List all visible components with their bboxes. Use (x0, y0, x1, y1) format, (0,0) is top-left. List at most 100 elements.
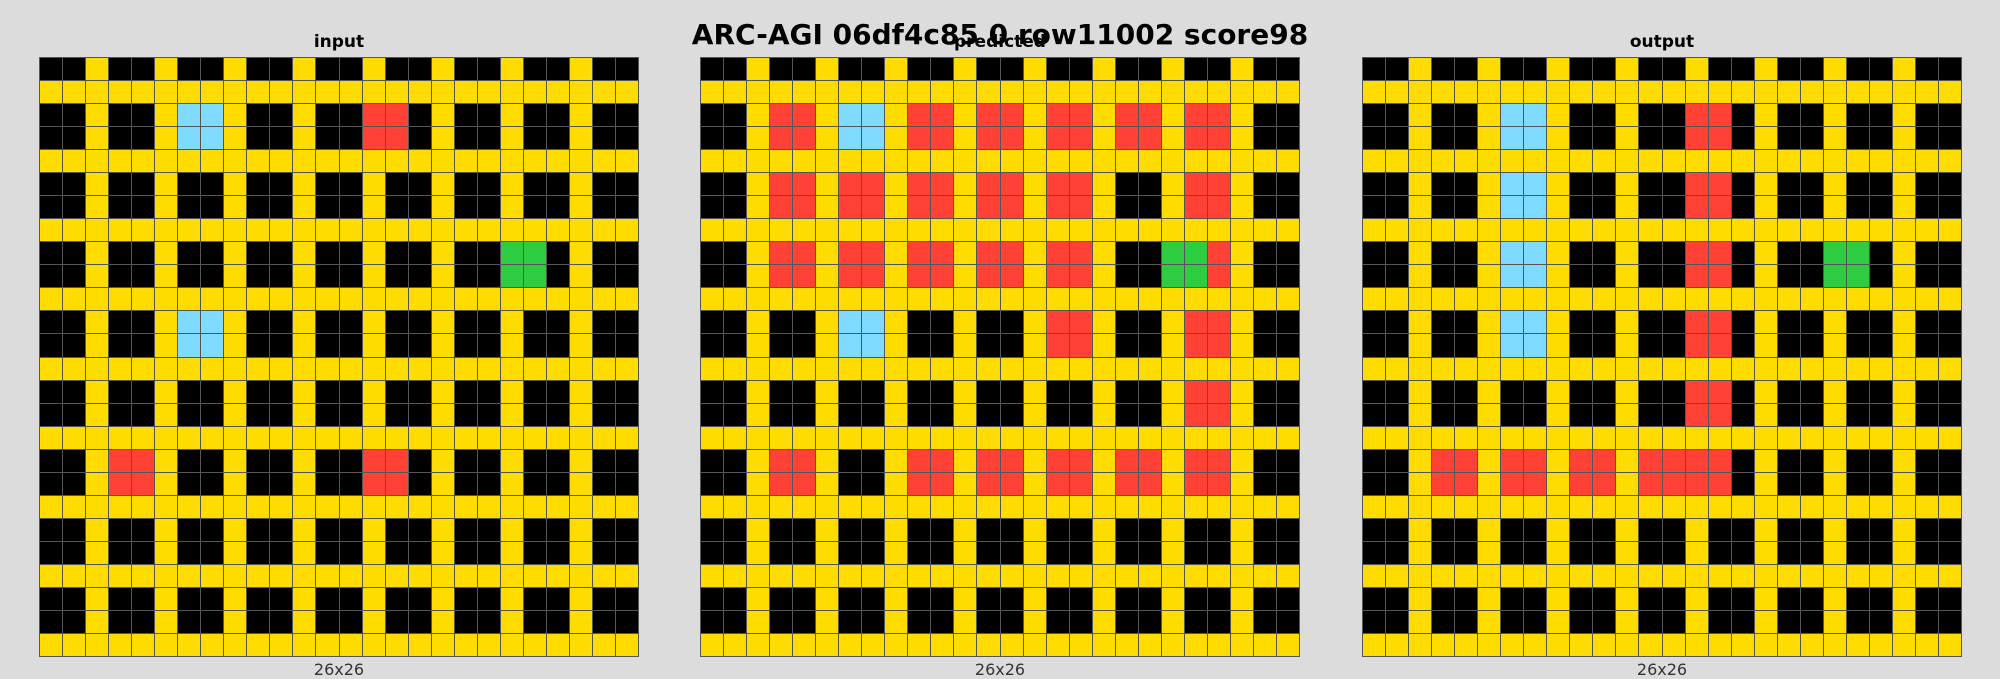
grid-cell (569, 564, 592, 587)
grid-cell (1731, 58, 1754, 81)
grid-cell (1138, 380, 1161, 403)
grid-cell (1069, 173, 1092, 196)
grid-cell (839, 334, 862, 357)
grid-cell (931, 127, 954, 150)
grid-cell (1708, 58, 1731, 81)
grid-cell (523, 288, 546, 311)
grid-cell (1253, 196, 1276, 219)
grid-cell (724, 403, 747, 426)
grid-cell (293, 610, 316, 633)
grid-cell (724, 104, 747, 127)
grid-cell (724, 334, 747, 357)
grid-cell (747, 265, 770, 288)
grid-cell (270, 449, 293, 472)
grid-cell (1685, 426, 1708, 449)
grid-cell (86, 426, 109, 449)
grid-cell (178, 357, 201, 380)
grid-cell (546, 449, 569, 472)
grid-cell (1685, 334, 1708, 357)
grid-cell (1230, 196, 1253, 219)
grid-cell (1570, 518, 1593, 541)
grid-cell (592, 81, 615, 104)
grid-cell (477, 127, 500, 150)
grid-cell (816, 150, 839, 173)
grid-cell (862, 633, 885, 656)
grid-cell (1800, 472, 1823, 495)
grid-cell (1069, 334, 1092, 357)
grid-cell (977, 633, 1000, 656)
grid-cell (1455, 564, 1478, 587)
grid-cell (1478, 357, 1501, 380)
grid-cell (1184, 610, 1207, 633)
grid-cell (1754, 219, 1777, 242)
grid-cell (155, 150, 178, 173)
grid-cell (1478, 403, 1501, 426)
grid-cell (1547, 426, 1570, 449)
grid-cell (86, 380, 109, 403)
grid-cell (1501, 311, 1524, 334)
grid-cell (816, 196, 839, 219)
grid-cell (1138, 196, 1161, 219)
grid-cell (362, 518, 385, 541)
grid-cell (385, 403, 408, 426)
grid-cell (1800, 449, 1823, 472)
grid-cell (1253, 472, 1276, 495)
grid-cell (1846, 173, 1869, 196)
grid-cell (1000, 334, 1023, 357)
grid-cell (454, 242, 477, 265)
grid-cell (132, 173, 155, 196)
grid-cell (592, 472, 615, 495)
grid-cell (316, 150, 339, 173)
grid-cell (385, 449, 408, 472)
grid-cell (615, 403, 638, 426)
grid-cell (839, 357, 862, 380)
grid-cell (1069, 564, 1092, 587)
grid-cell (1846, 564, 1869, 587)
grid-cell (1662, 288, 1685, 311)
grid-cell (1432, 472, 1455, 495)
grid-cell (1823, 288, 1846, 311)
grid-cell (1915, 357, 1938, 380)
grid-cell (1915, 173, 1938, 196)
grid-cell (1754, 334, 1777, 357)
grid-cell (1570, 104, 1593, 127)
grid-cell (770, 265, 793, 288)
grid-cell (1501, 610, 1524, 633)
grid-cell (63, 150, 86, 173)
grid-cell (1207, 219, 1230, 242)
input-panel-title: input (313, 32, 365, 52)
grid-cell (908, 219, 931, 242)
grid-cell (1547, 564, 1570, 587)
grid-cell (1046, 288, 1069, 311)
grid-cell (523, 104, 546, 127)
grid-cell (1092, 173, 1115, 196)
grid-cell (816, 104, 839, 127)
grid-cell (569, 633, 592, 656)
grid-cell (155, 610, 178, 633)
grid-cell (546, 495, 569, 518)
grid-cell (1386, 357, 1409, 380)
grid-cell (701, 242, 724, 265)
grid-cell (546, 81, 569, 104)
grid-cell (954, 564, 977, 587)
grid-cell (40, 196, 63, 219)
grid-cell (270, 81, 293, 104)
grid-cell (1524, 403, 1547, 426)
grid-cell (1570, 472, 1593, 495)
grid-cell (793, 564, 816, 587)
grid-cell (885, 219, 908, 242)
grid-cell (977, 219, 1000, 242)
grid-cell (201, 173, 224, 196)
grid-cell (1616, 311, 1639, 334)
grid-cell (132, 219, 155, 242)
grid-cell (1524, 265, 1547, 288)
grid-cell (1432, 541, 1455, 564)
grid-cell (1363, 81, 1386, 104)
grid-cell (1869, 311, 1892, 334)
grid-cell (1230, 587, 1253, 610)
grid-cell (1754, 288, 1777, 311)
grid-cell (500, 541, 523, 564)
grid-cell (155, 104, 178, 127)
grid-cell (747, 196, 770, 219)
grid-cell (385, 265, 408, 288)
